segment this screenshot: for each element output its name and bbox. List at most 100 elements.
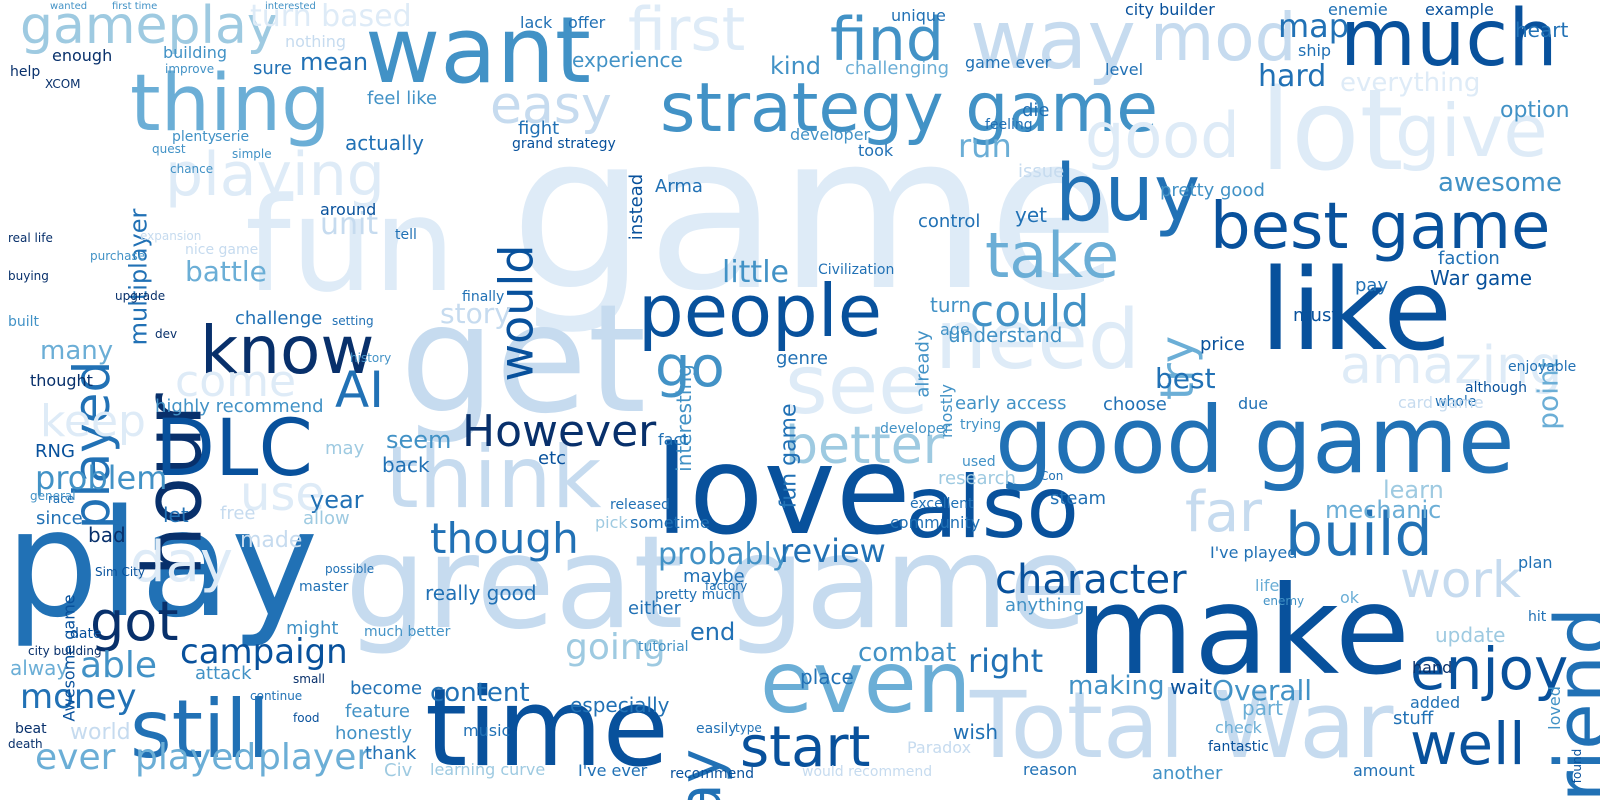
word-game-ever: game ever [965,53,1052,72]
word-amazing: amazing [1340,336,1563,396]
word-buy: buy [1055,149,1201,239]
word-die: die [1022,100,1050,121]
word-real-life: buying [8,269,49,283]
word-loved: enemy [1263,594,1305,608]
word-death: beat [15,721,47,737]
word-dlc: DLC [155,404,313,494]
word-city-builder: city builder [1125,0,1215,19]
word-although: due [1238,394,1269,413]
word-excellent: developer [880,421,951,437]
word-problem: problem [35,459,168,497]
word-ive-played: mostly [936,384,956,438]
word-make: make [1075,560,1410,702]
word-well: well [1410,710,1526,778]
word-general: Paradox [907,738,972,757]
word-content: content [430,678,530,708]
word-tell: tell [395,227,417,243]
word-good-game: good game [995,387,1515,494]
word-steam: steam [1050,488,1107,509]
word-since: since [36,508,83,529]
word-attack: attack [195,663,252,684]
word-finally: finally [462,289,505,305]
word-got: got [90,590,179,653]
word-added: added [1410,693,1461,712]
word-back: back [382,453,430,477]
word-enough: enough [52,46,113,65]
word-people: people [638,269,883,353]
word-tutorial: tutorial [638,639,689,655]
word-ever: ever [35,737,116,778]
word-mean: mean [300,48,369,76]
word-mechanic: mechanic [1325,496,1442,524]
word-take: take [985,219,1120,292]
word-paradox: type [735,721,762,735]
word-rng: Sim City [95,565,145,579]
word-could: could [970,286,1090,337]
word-interesting: interesting [671,364,696,472]
word-year: year [310,486,364,514]
word-come: come [175,356,297,407]
word-lack: lack [520,13,553,32]
word-simple: serie [215,129,250,145]
word-date: much better [364,624,451,640]
word-update: update [1435,623,1506,647]
word-player: player [258,737,372,778]
word-enjoyable: I've played [1210,543,1298,562]
word-issue: issue [1018,161,1065,182]
word-learning-curve: learning curve [430,760,546,779]
word-good: good [1085,99,1240,172]
word-work: work [1400,551,1521,609]
word-little: little [722,255,789,290]
word-much: much [1340,0,1558,84]
word-able: able [80,645,158,686]
word-best-game: best game [1210,190,1551,264]
word-feeling: feeling [985,117,1033,133]
word-better: better [785,416,945,476]
word-want: want [365,0,592,104]
word-plan: hit [1528,609,1547,625]
word-heart: heart [1515,18,1569,42]
word-thank: thank [365,743,417,764]
word-trying: research [938,468,1016,489]
word-found: loved [1544,686,1564,730]
word-go: go [655,335,725,400]
word-mod: mod [1150,0,1297,76]
word-unit: unit [320,207,379,242]
word-turn-based: turn based [250,0,412,34]
word-understand: understand [948,323,1063,347]
word-type: easily [696,721,737,737]
word-kind: kind [770,52,822,80]
word-first-time: interested [265,1,316,12]
word-battle: battle [185,255,267,288]
word-playing: playing [165,140,385,210]
word-check: fantastic [1208,739,1269,755]
word-card-game: Con [1040,469,1064,483]
word-game: game [510,87,1120,338]
word-might: might [286,618,339,639]
word-fact: fact [658,430,689,449]
word-anything: anything [1005,595,1085,616]
word-though: though [430,514,579,563]
word-buying: death [8,737,43,751]
word-keep: keep [40,396,146,447]
word-best: best [1155,362,1216,395]
word-recommend: recommend [670,766,754,782]
word-ive-ever: I've ever [578,761,648,780]
word-easy: easy [490,76,612,136]
word-fantastic: found [1570,748,1585,784]
word-pretty-much: pretty much [655,587,741,603]
word-beat: food [293,711,320,725]
word-history: history [350,351,392,365]
word-around: around [320,200,377,219]
word-level: level [1105,60,1144,79]
word-due: whole [1435,394,1477,410]
word-wait: wait [1170,675,1213,699]
word-made: made [240,528,303,553]
word-upgrade: dev [155,327,178,341]
word-mostly: used [962,454,996,470]
word-fun-game: fun game [776,403,802,509]
word-stuff: stuff [1393,708,1434,729]
word-however: However [462,406,657,457]
word-strategy-game: strategy game [660,69,1159,148]
